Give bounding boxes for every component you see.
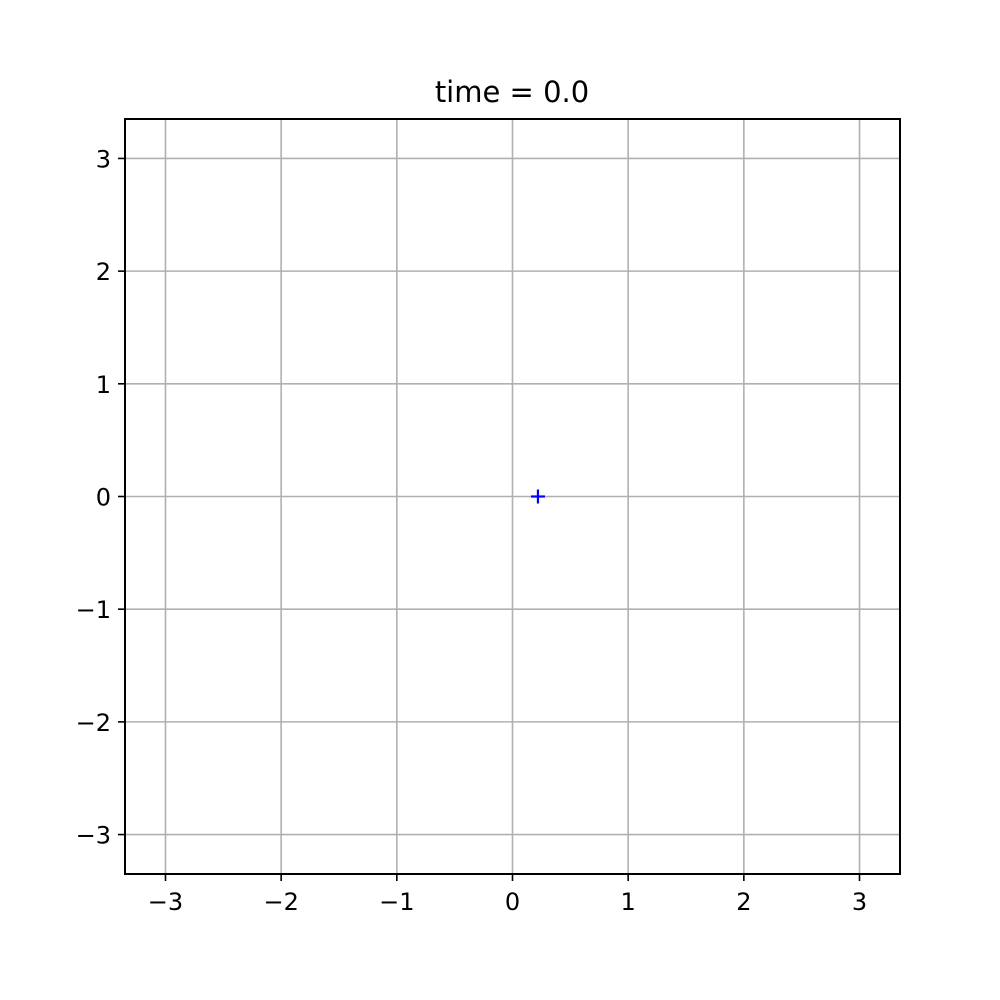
x-tick-label: −1 (379, 888, 414, 916)
grid-layer (125, 119, 900, 874)
x-tick-label: 0 (505, 888, 520, 916)
y-tick-label: 2 (96, 258, 111, 286)
plot-area: −3 −2 −1 0 1 2 3 −3 −2 −1 0 1 2 3 (76, 118, 901, 916)
y-tick-label: 3 (96, 145, 111, 173)
ticks-layer: −3 −2 −1 0 1 2 3 −3 −2 −1 0 1 2 3 (76, 145, 868, 916)
marks-layer (530, 489, 545, 504)
x-tick-label: 2 (736, 888, 751, 916)
x-tick-label: −3 (148, 888, 183, 916)
y-tick-label: 0 (96, 484, 111, 512)
y-tick-label: −3 (76, 822, 111, 850)
x-tick-label: 1 (621, 888, 636, 916)
y-tick-label: −2 (76, 709, 111, 737)
x-tick-label: 3 (852, 888, 867, 916)
x-tick-label: −2 (263, 888, 298, 916)
y-tick-label: −1 (76, 596, 111, 624)
y-tick-label: 1 (96, 371, 111, 399)
chart-title: time = 0.0 (435, 75, 589, 109)
data-point (530, 489, 545, 504)
